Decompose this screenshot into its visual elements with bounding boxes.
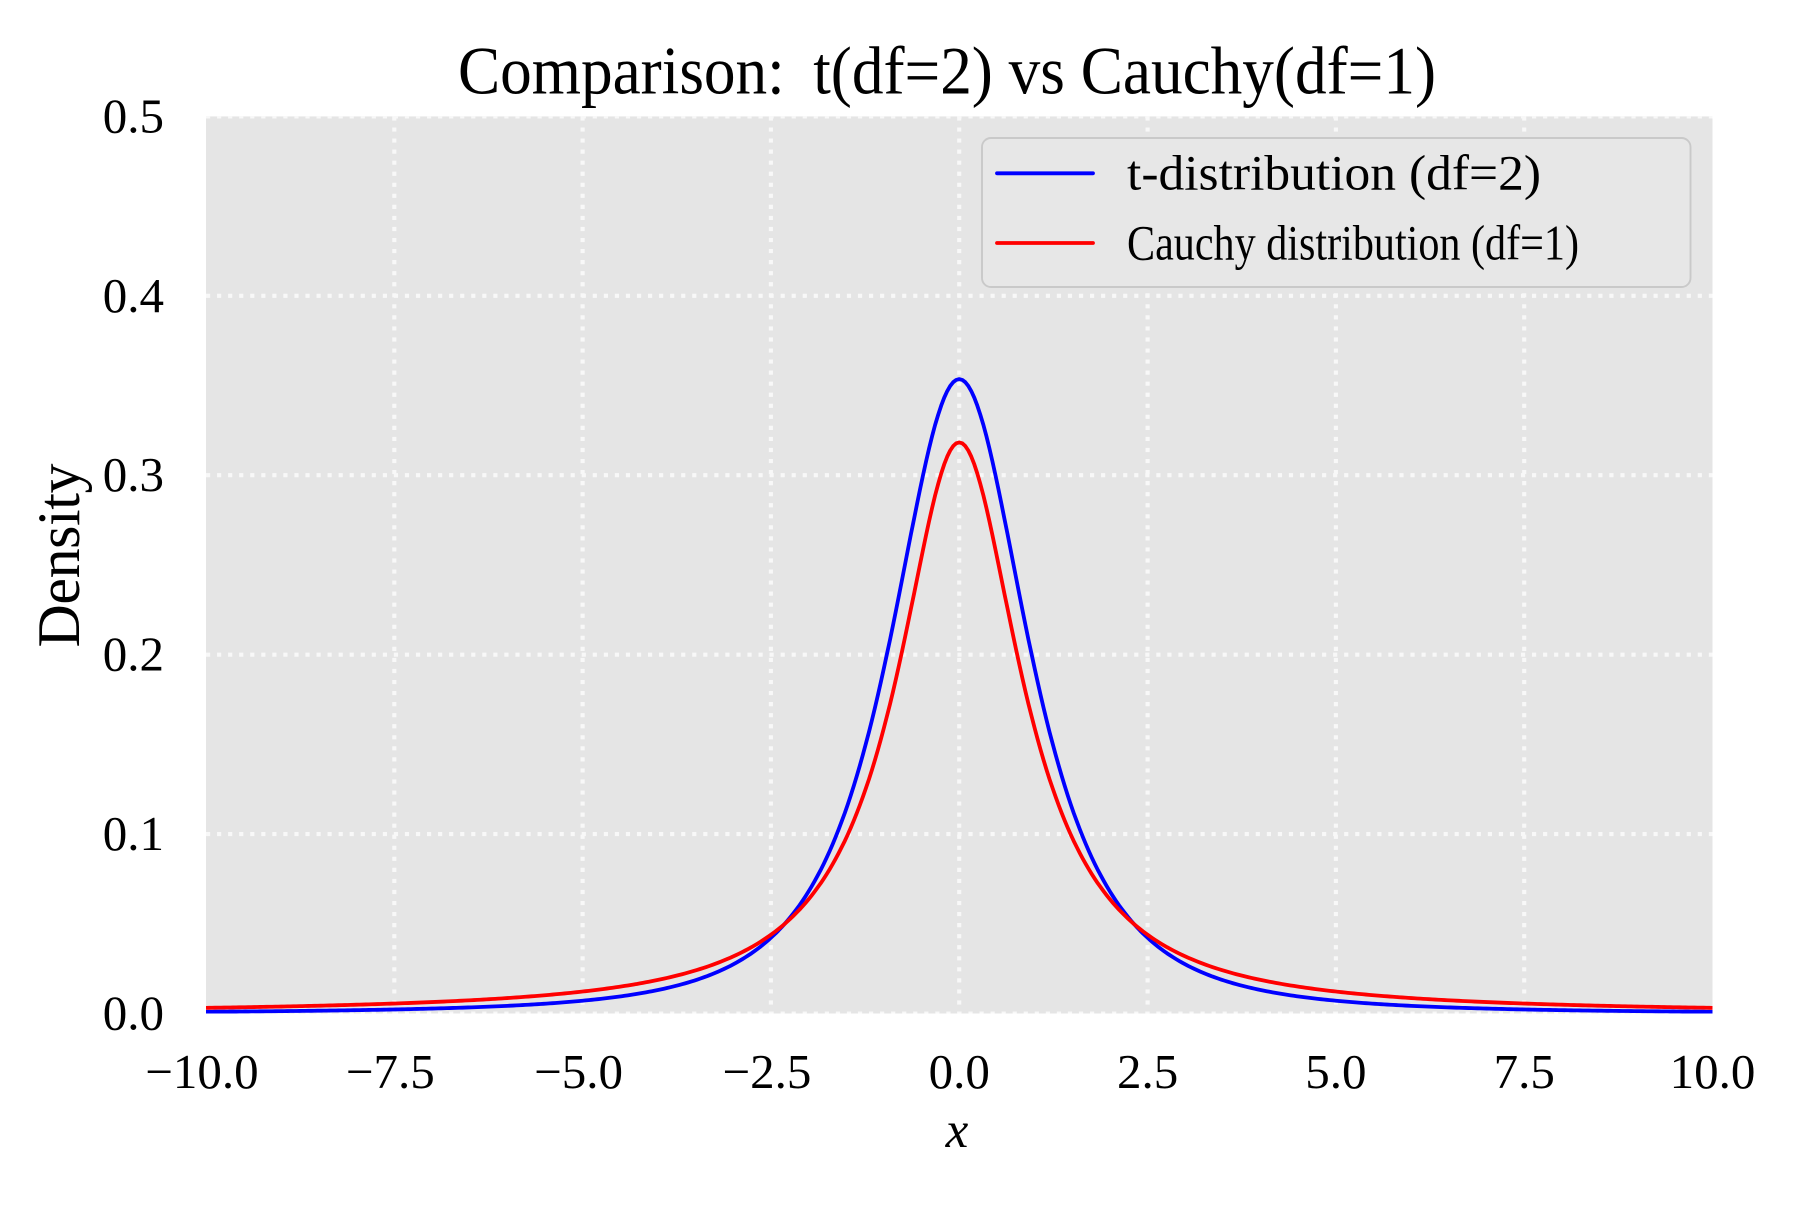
svg-text:x: x	[945, 1103, 969, 1159]
svg-text:0.0: 0.0	[103, 986, 164, 1041]
svg-text:−2.5: −2.5	[722, 1044, 811, 1099]
svg-text:t-distribution (df=2): t-distribution (df=2)	[1127, 145, 1541, 201]
svg-text:−7.5: −7.5	[346, 1044, 435, 1099]
svg-text:Cauchy distribution (df=1): Cauchy distribution (df=1)	[1127, 215, 1579, 271]
svg-text:10.0: 10.0	[1670, 1044, 1756, 1099]
svg-text:Comparison: t(df=2) vs Cauchy: Comparison: t(df=2) vs Cauchy(df=1)	[458, 33, 1436, 109]
svg-text:7.5: 7.5	[1494, 1044, 1555, 1099]
svg-text:0.0: 0.0	[929, 1044, 990, 1099]
svg-text:0.4: 0.4	[103, 268, 164, 323]
svg-text:5.0: 5.0	[1305, 1044, 1366, 1099]
svg-text:Density: Density	[26, 464, 92, 648]
svg-text:0.1: 0.1	[103, 806, 164, 861]
svg-text:−10.0: −10.0	[145, 1044, 258, 1099]
svg-text:0.3: 0.3	[103, 447, 164, 502]
svg-text:0.5: 0.5	[103, 88, 164, 143]
svg-text:−5.0: −5.0	[534, 1044, 623, 1099]
svg-text:2.5: 2.5	[1117, 1044, 1178, 1099]
svg-text:0.2: 0.2	[103, 627, 164, 682]
